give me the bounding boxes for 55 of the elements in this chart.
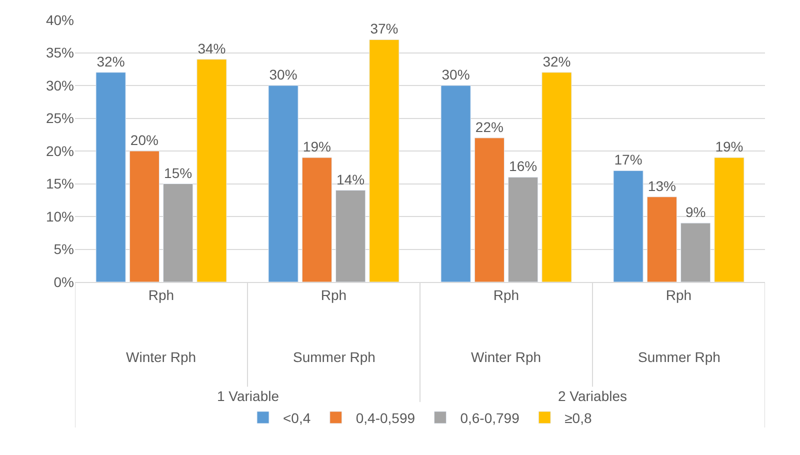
bar bbox=[646, 196, 677, 282]
legend-label: ≥0,8 bbox=[564, 410, 592, 426]
data-label: 37% bbox=[370, 20, 398, 37]
legend-label: 0,4-0,599 bbox=[356, 410, 416, 426]
bar bbox=[196, 59, 227, 282]
data-label: 32% bbox=[542, 53, 571, 70]
y-tick-label: 35% bbox=[46, 44, 74, 61]
data-label: 30% bbox=[442, 66, 470, 82]
data-label: 32% bbox=[96, 53, 125, 70]
y-tick-label: 40% bbox=[46, 12, 74, 28]
data-label: 9% bbox=[685, 204, 706, 220]
bar bbox=[129, 150, 160, 282]
data-label: 22% bbox=[475, 118, 504, 135]
data-label: 16% bbox=[509, 158, 538, 174]
x-tick-label: Rph bbox=[320, 286, 347, 303]
text: Summer Rph bbox=[638, 349, 720, 365]
bar bbox=[613, 170, 644, 282]
text: 1 Variable bbox=[217, 388, 280, 404]
data-label: 34% bbox=[198, 40, 226, 56]
y-tick-label: 15% bbox=[46, 176, 74, 192]
y-tick-label: 20% bbox=[46, 142, 74, 159]
text: Summer Rph bbox=[293, 349, 376, 365]
y-tick-label: 30% bbox=[46, 77, 74, 94]
data-label: 13% bbox=[648, 178, 676, 194]
bar bbox=[163, 184, 194, 282]
data-label: 19% bbox=[715, 138, 744, 155]
bar bbox=[714, 157, 744, 282]
x-tick-label: Rph bbox=[666, 286, 692, 303]
bar bbox=[542, 72, 572, 282]
data-label: 19% bbox=[302, 138, 331, 155]
y-tick-label: 10% bbox=[46, 208, 74, 224]
text: 2 Variables bbox=[558, 388, 628, 404]
data-label: 30% bbox=[269, 66, 298, 82]
text: Winter Rph bbox=[471, 349, 542, 365]
legend-label: <0,4 bbox=[283, 410, 311, 426]
bar bbox=[440, 85, 471, 282]
x-tick-label: Rph bbox=[148, 286, 174, 303]
legend-label: 0,6-0,799 bbox=[460, 410, 520, 426]
y-tick-label: 5% bbox=[54, 241, 74, 258]
bar bbox=[369, 39, 400, 282]
x-tick-label: Rph bbox=[493, 286, 520, 303]
y-tick-label: 25% bbox=[46, 110, 74, 126]
bar bbox=[508, 176, 538, 282]
data-label: 15% bbox=[164, 164, 192, 181]
bar bbox=[474, 138, 504, 282]
bar bbox=[96, 72, 126, 282]
y-tick-label: 0% bbox=[54, 274, 74, 290]
bar bbox=[336, 190, 366, 282]
data-label: 14% bbox=[336, 171, 365, 188]
bar bbox=[268, 85, 298, 282]
bar bbox=[302, 157, 332, 282]
text: Winter Rph bbox=[126, 349, 196, 365]
data-label: 20% bbox=[130, 132, 158, 148]
bar bbox=[680, 222, 711, 282]
data-label: 17% bbox=[614, 152, 642, 168]
